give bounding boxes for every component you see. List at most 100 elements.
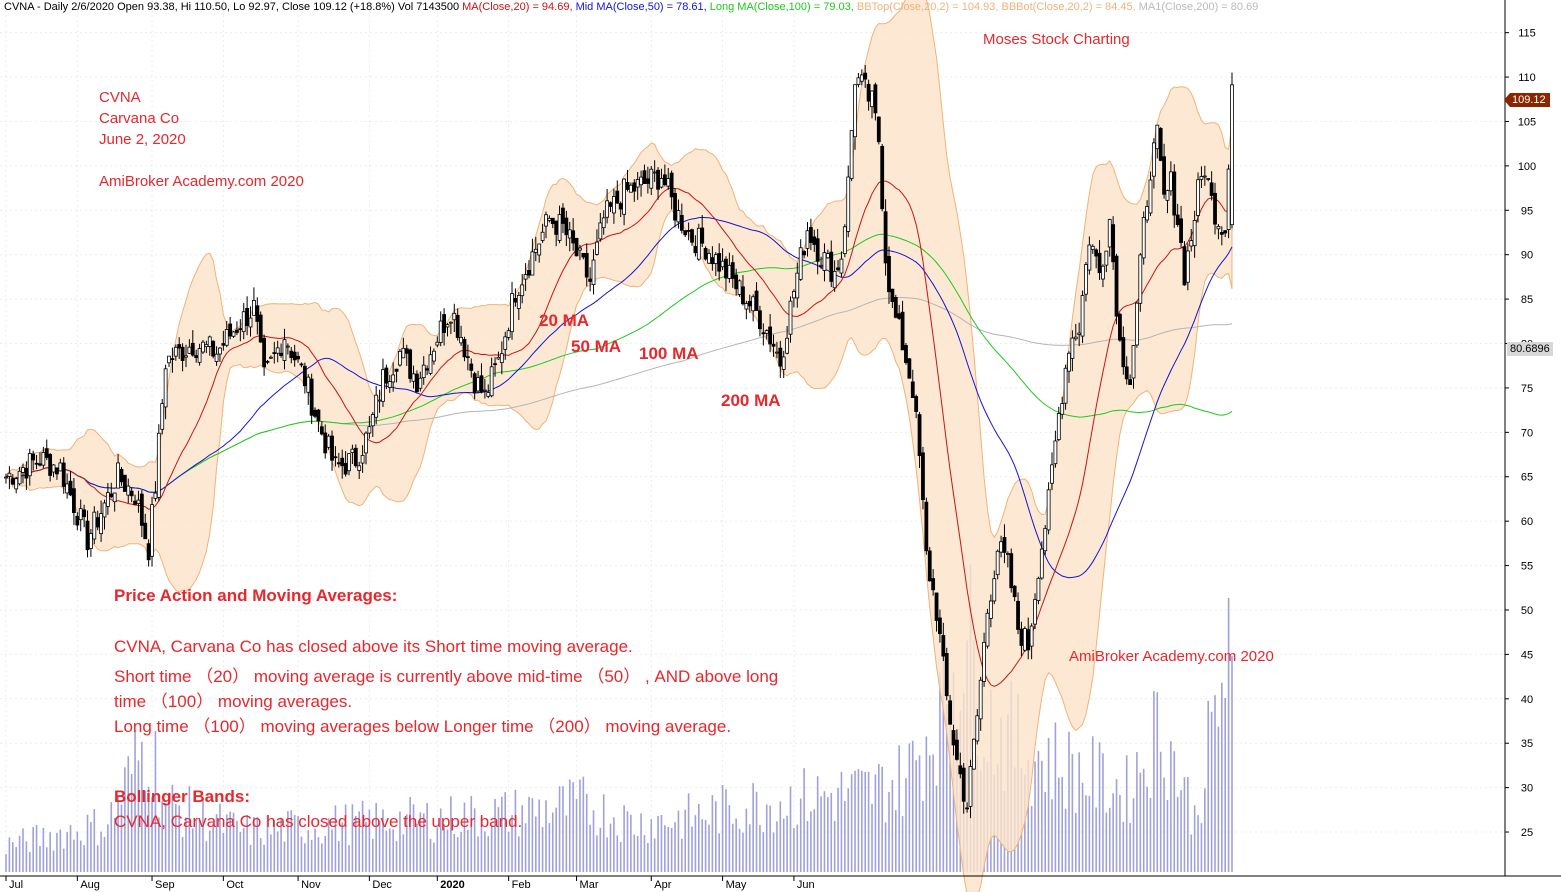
candle-body [1213, 192, 1217, 225]
candle-body [275, 347, 280, 354]
y-tick-label: 35 [1521, 738, 1533, 750]
candle-body [588, 278, 593, 282]
candle [839, 251, 844, 278]
candle [649, 165, 654, 196]
candle-body [890, 288, 895, 303]
candle-body [353, 447, 358, 467]
chart-header: CVNA - Daily 2/6/2020 Open 93.38, Hi 110… [4, 1, 1258, 13]
candle [197, 343, 202, 366]
candle [1029, 623, 1034, 660]
candle-body [795, 272, 800, 299]
candle [102, 499, 107, 530]
candle [381, 358, 385, 407]
candle-body [567, 229, 572, 239]
candle [1022, 626, 1027, 652]
label-100ma: 100 MA [639, 344, 699, 363]
candle-body [578, 247, 582, 251]
candle [540, 223, 545, 243]
candle [1080, 290, 1085, 344]
candle-body [1226, 168, 1231, 230]
candle-body [1063, 367, 1068, 404]
y-tick-label: 40 [1521, 694, 1533, 706]
candle-body [645, 178, 650, 184]
candle-body [167, 355, 171, 364]
candle [41, 446, 46, 469]
candle-body [1138, 254, 1143, 304]
candle-body [173, 346, 178, 357]
candle [211, 340, 216, 359]
candle-body [846, 176, 851, 232]
candle-body [751, 296, 756, 312]
candle-body [618, 203, 623, 210]
symbol-info: CVNA - Daily 2/6/2020 Open 93.38, Hi 110… [4, 1, 460, 13]
candle [530, 238, 535, 276]
candle-body [350, 448, 355, 453]
candle [802, 249, 806, 259]
candle-body [669, 172, 674, 198]
candle-body [839, 258, 844, 274]
candle-body [221, 343, 226, 346]
candle-body [31, 453, 36, 461]
candle-body [1162, 156, 1166, 195]
candle-body [1114, 255, 1119, 317]
candle-body [1223, 230, 1228, 234]
candle-body [326, 435, 331, 448]
candle [4, 473, 8, 484]
candle-body [771, 343, 776, 347]
candle-body [778, 347, 783, 367]
candle-body [887, 256, 891, 293]
candle [1063, 364, 1068, 410]
candle-body [377, 399, 382, 402]
candle [360, 445, 365, 473]
candle-body [184, 355, 188, 358]
candle-body [897, 313, 902, 319]
candle [285, 343, 290, 355]
candle [479, 363, 484, 394]
candle-body [292, 351, 297, 361]
candle-body [904, 345, 908, 363]
candle [927, 547, 932, 582]
x-tick-label: Mar [580, 879, 599, 891]
candle-body [557, 214, 562, 241]
candle [612, 188, 616, 224]
candle-body [1039, 548, 1044, 579]
candle [1216, 223, 1221, 240]
candle [1202, 165, 1207, 186]
candle-body [656, 169, 660, 190]
candle-body [1036, 577, 1041, 601]
candle [873, 82, 878, 121]
candle-body [17, 470, 22, 485]
candle-body [143, 522, 148, 540]
candle [1172, 164, 1177, 228]
candle-body [1128, 379, 1133, 385]
candle-body [649, 168, 654, 189]
ma100-readout: Long MA(Close,100) = 79.03, [709, 1, 854, 13]
candle [170, 347, 175, 373]
candle-body [282, 339, 287, 361]
candle-body [1046, 489, 1051, 531]
candle-body [775, 351, 779, 354]
candle-body [129, 490, 134, 497]
candle [771, 334, 776, 357]
candle [1209, 171, 1214, 201]
candle-body [299, 363, 304, 366]
candle [1199, 166, 1204, 189]
candle-body [425, 368, 430, 371]
candle-body [642, 170, 647, 184]
candle-body [1019, 628, 1024, 646]
candle-body [513, 298, 518, 303]
candle-body [547, 217, 552, 221]
candle [893, 294, 898, 319]
candle-body [1101, 265, 1105, 280]
candle-body [160, 403, 165, 430]
candle-body [1206, 178, 1211, 180]
candle [17, 466, 22, 486]
bbtop-readout: BBTop(Close,20,2) = 104.93, [856, 1, 999, 13]
candle [445, 323, 450, 337]
candle [829, 240, 834, 288]
candle [231, 331, 236, 338]
candle [758, 305, 762, 337]
candle [1114, 253, 1119, 325]
candle-body [788, 300, 793, 335]
